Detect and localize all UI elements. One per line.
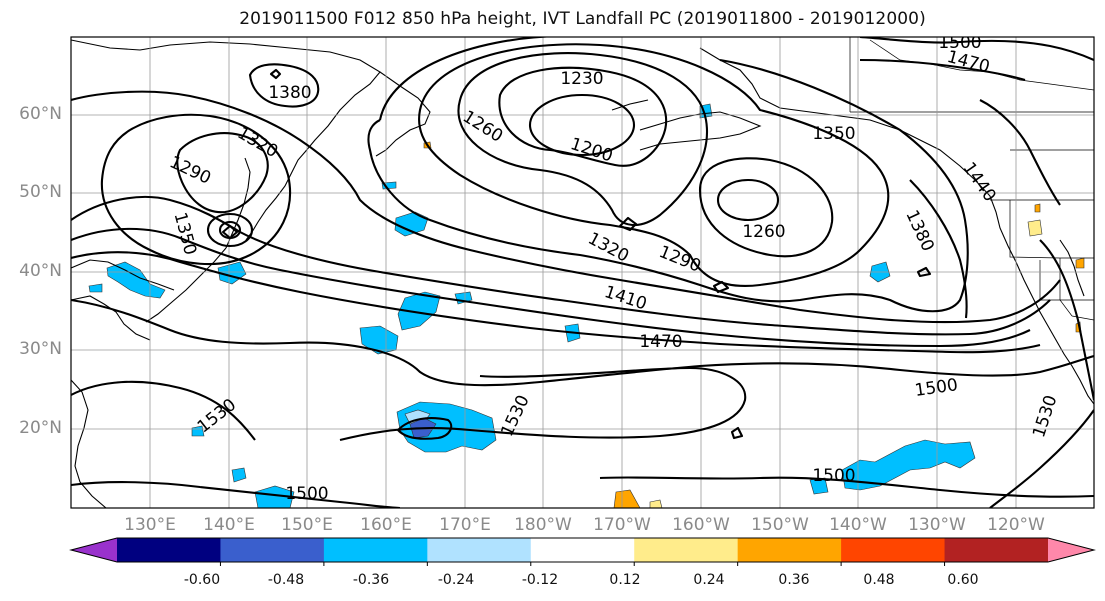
contour-label: 1350 [812,124,855,144]
colorbar-label: 0.12 [609,572,641,588]
contour-label: 1230 [560,69,603,89]
contour-label: 1530 [1029,393,1061,440]
lon-tick: 150°E [281,515,333,535]
colorbar-outline [69,537,1096,563]
contour-label: 1260 [459,107,506,147]
contour-label: 1380 [901,207,937,255]
lon-tick: 160°E [360,515,412,535]
lon-tick: 170°E [439,515,491,535]
colorbar-label: -0.60 [183,572,221,588]
contour-label: 1350 [170,210,201,257]
contour-label: 1320 [234,123,281,162]
colorbar-label: 0.60 [947,572,979,588]
colorbar-segment [737,538,842,562]
colorbar-segment [841,538,946,562]
lon-tick: 150°W [751,515,809,535]
colorbar-segment [634,538,739,562]
colorbar-label: 0.48 [863,572,895,588]
colorbar-label: 0.24 [693,572,725,588]
lon-tick: 140°W [829,515,887,535]
colorbar-segment [323,538,428,562]
lon-tick: 170°W [593,515,651,535]
contour-label: 1530 [497,392,533,440]
contour-label: 1500 [812,466,855,486]
contour-label: 1260 [742,222,785,242]
lat-tick: 20°N [19,418,62,438]
lat-tick: 60°N [19,104,62,124]
colorbar [69,537,1096,566]
lon-tick: 120°W [987,515,1045,535]
colorbar-label: -0.12 [521,572,559,588]
colorbar-label: 0.36 [778,572,810,588]
colorbar-segment [427,538,532,562]
contour-label: 1500 [913,375,959,401]
lon-tick: 140°E [203,515,255,535]
colorbar-extend-low [71,538,117,562]
lon-tick: 130°W [908,515,966,535]
contour-label: 1500 [285,484,328,504]
colorbar-segment [530,538,635,562]
height-contours [71,37,1094,508]
graticule [71,37,1094,508]
colorbar-label: -0.36 [352,572,390,588]
contour-label: 1500 [938,33,981,53]
colorbar-segment [220,538,325,562]
lat-tick: 40°N [19,261,62,281]
lat-tick: 50°N [19,182,62,202]
coastlines [71,39,1094,508]
lon-tick: 180°W [514,515,572,535]
map-frame-content: 1380 1320 1290 1350 1260 1230 1200 1350 … [71,33,1094,508]
colorbar-segment [944,538,1049,562]
contour-label: 1290 [166,152,214,188]
lat-tick: 30°N [19,339,62,359]
contour-label: 1530 [194,395,240,437]
map-title: 2019011500 F012 850 hPa height, IVT Land… [239,9,926,29]
colorbar-label: -0.24 [437,572,475,588]
colorbar-extend-high [1048,538,1094,562]
colorbar-label: -0.48 [267,572,305,588]
contour-label: 1470 [639,332,682,352]
contour-label: 1440 [958,159,999,206]
contour-label: 1200 [568,134,615,166]
lon-tick: 160°W [672,515,730,535]
colorbar-segment [117,538,221,562]
lon-tick: 130°E [124,515,176,535]
map-border [70,36,1095,509]
ivt-shading [88,103,1085,508]
contour-label: 1380 [268,83,311,103]
